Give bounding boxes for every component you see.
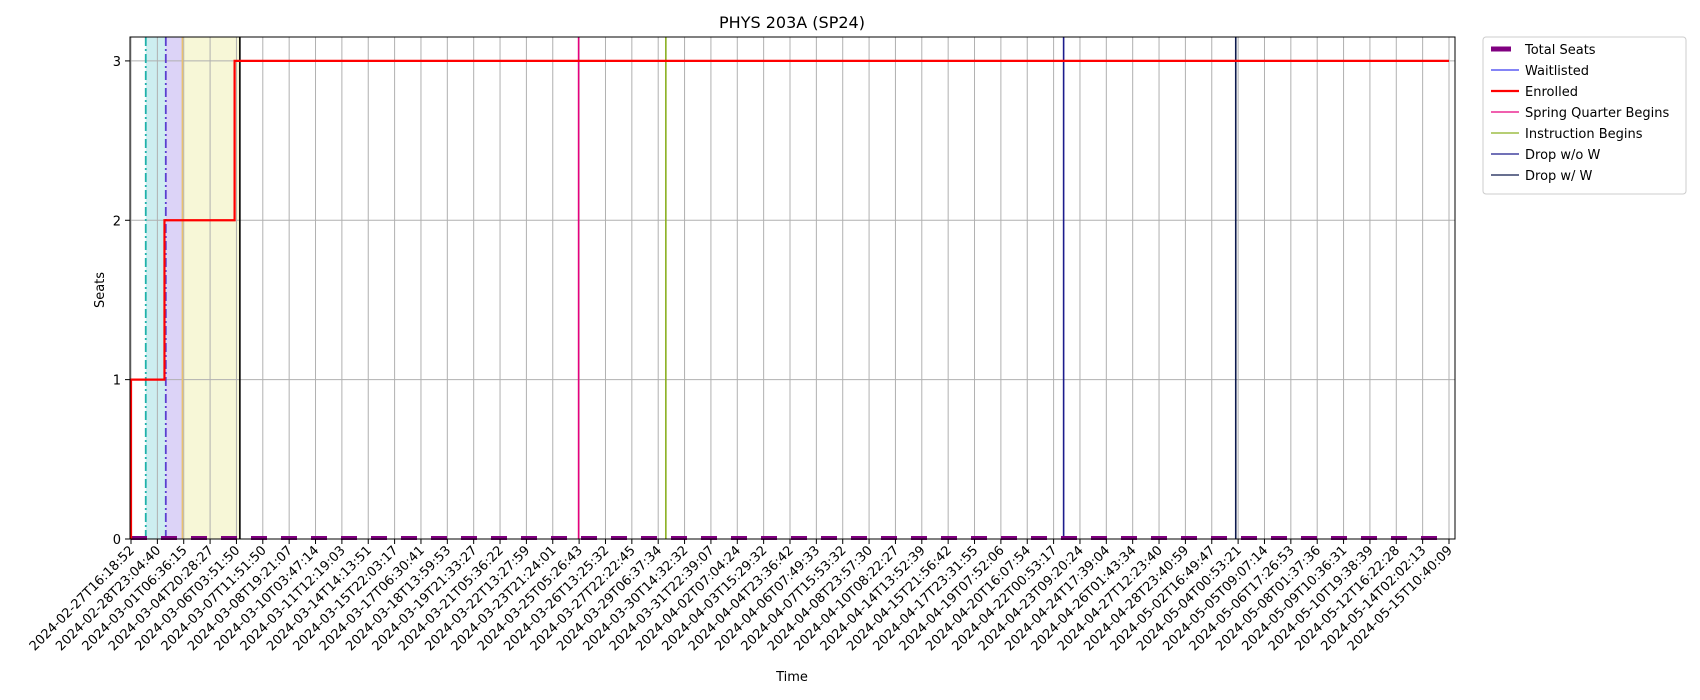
- y-tick-label: 3: [113, 55, 121, 70]
- y-axis-label: Seats: [93, 272, 108, 308]
- shaded-region-2: [182, 37, 240, 539]
- legend-label: Instruction Begins: [1525, 127, 1643, 142]
- series-enrolled: [129, 59, 1449, 539]
- legend-label: Spring Quarter Begins: [1525, 106, 1669, 121]
- legend-box: [1482, 36, 1687, 195]
- y-tick-label: 1: [113, 374, 121, 389]
- legend-label: Waitlisted: [1525, 64, 1589, 79]
- legend: Total Seats Waitlisted Enrolled Spring Quar…: [1482, 36, 1687, 195]
- legend-label: Enrolled: [1525, 85, 1578, 100]
- plot-background: [130, 37, 1455, 539]
- legend-label: Total Seats: [1524, 43, 1596, 58]
- plot-area: 01232024-02-27T16:18:522024-02-28T23:04:…: [27, 36, 1456, 654]
- shaded-region-0: [145, 37, 166, 539]
- shaded-region-1: [165, 37, 183, 539]
- x-axis-label: Time: [775, 670, 808, 685]
- y-tick-label: 2: [113, 214, 121, 229]
- legend-label: Drop w/o W: [1525, 148, 1601, 163]
- legend-label: Drop w/ W: [1525, 169, 1593, 184]
- plot-frame: [129, 36, 1456, 540]
- y-tick-label: 0: [113, 533, 121, 548]
- chart-title: PHYS 203A (SP24): [719, 13, 865, 32]
